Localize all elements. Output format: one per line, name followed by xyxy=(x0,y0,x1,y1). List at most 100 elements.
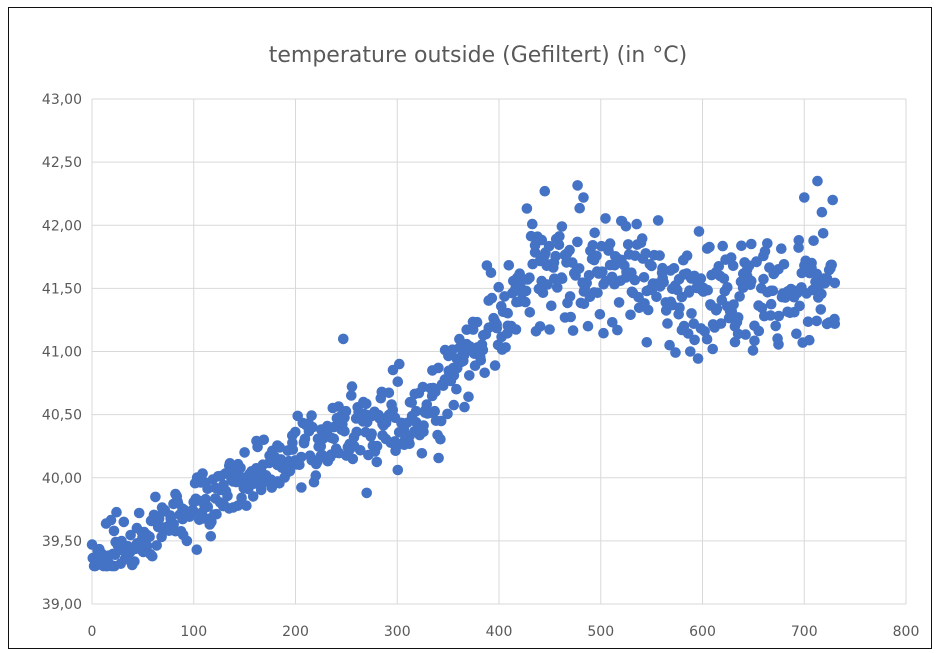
data-point xyxy=(296,482,307,493)
data-point xyxy=(573,263,585,274)
data-point xyxy=(704,241,715,253)
data-point xyxy=(141,540,153,552)
data-point xyxy=(346,381,358,392)
data-point xyxy=(815,304,827,315)
data-point xyxy=(572,236,583,248)
data-point xyxy=(600,213,611,224)
data-point xyxy=(711,303,723,314)
data-point xyxy=(756,302,768,314)
data-point xyxy=(740,329,751,340)
data-point xyxy=(392,464,404,476)
data-point xyxy=(477,344,489,356)
data-point xyxy=(544,324,555,335)
data-point xyxy=(826,259,837,271)
data-point xyxy=(713,261,725,272)
data-point xyxy=(418,426,429,438)
x-tick-label: 700 xyxy=(791,624,818,640)
data-point xyxy=(539,185,551,197)
data-point xyxy=(817,228,829,239)
data-point xyxy=(685,346,696,357)
data-point xyxy=(235,462,246,474)
data-point xyxy=(486,292,498,304)
data-point xyxy=(105,514,117,526)
data-point xyxy=(239,447,250,458)
data-point xyxy=(222,490,233,502)
x-tick-label: 200 xyxy=(282,624,309,640)
data-point xyxy=(702,284,713,296)
data-point xyxy=(746,275,757,287)
data-point xyxy=(287,444,299,455)
x-tick-label: 500 xyxy=(587,624,614,640)
data-point xyxy=(430,386,441,398)
y-tick-label: 39,00 xyxy=(42,597,82,613)
data-point xyxy=(241,500,252,512)
data-point xyxy=(416,448,428,459)
data-point xyxy=(433,362,444,374)
data-point xyxy=(520,296,531,308)
data-point xyxy=(681,250,693,261)
data-point xyxy=(338,333,349,345)
x-tick-label: 0 xyxy=(88,624,97,640)
y-tick-label: 40,50 xyxy=(42,408,82,424)
data-point xyxy=(550,250,561,262)
data-point xyxy=(464,370,475,381)
data-point xyxy=(274,442,286,453)
data-point xyxy=(556,221,568,232)
data-point xyxy=(347,453,359,465)
data-point xyxy=(433,452,444,464)
data-point xyxy=(794,300,805,312)
data-point xyxy=(773,310,785,322)
data-point xyxy=(812,175,823,187)
data-point xyxy=(429,405,441,417)
data-point xyxy=(258,434,270,446)
data-point xyxy=(765,298,777,310)
data-point xyxy=(527,218,538,230)
data-point xyxy=(306,410,317,421)
data-point xyxy=(607,317,618,328)
data-point xyxy=(520,285,532,297)
data-point xyxy=(556,273,568,285)
data-point xyxy=(471,316,483,328)
y-tick-label: 40,00 xyxy=(42,471,82,487)
data-point xyxy=(552,282,563,293)
data-point xyxy=(636,233,648,244)
data-point xyxy=(111,506,122,518)
data-point xyxy=(543,240,555,252)
data-point xyxy=(510,324,522,335)
data-point xyxy=(728,299,739,310)
data-point xyxy=(537,287,549,299)
data-point xyxy=(346,390,357,401)
data-point xyxy=(151,540,162,551)
data-point xyxy=(463,391,474,403)
tick-labels: 39,00 39,50 40,00 40,50 41,00 41,50 42,00 42,50… xyxy=(42,92,919,640)
data-point xyxy=(806,257,817,269)
data-point xyxy=(307,421,318,433)
data-point xyxy=(631,218,642,230)
y-tick-label: 41,00 xyxy=(42,345,82,361)
data-point xyxy=(762,238,773,249)
data-point xyxy=(578,298,590,310)
data-point xyxy=(668,263,680,274)
data-point xyxy=(133,507,145,519)
data-point xyxy=(778,259,790,270)
data-point xyxy=(524,307,536,318)
data-point xyxy=(715,318,727,329)
data-point xyxy=(147,550,158,562)
data-point xyxy=(693,226,705,237)
data-point xyxy=(448,399,460,411)
data-point xyxy=(529,247,541,258)
data-point xyxy=(594,309,606,320)
data-point xyxy=(479,367,491,379)
data-point xyxy=(802,316,814,328)
data-point xyxy=(188,505,199,517)
y-tick-label: 42,50 xyxy=(42,155,82,171)
data-point xyxy=(150,491,161,503)
data-point xyxy=(583,270,595,281)
data-point xyxy=(564,244,575,256)
data-point xyxy=(674,302,685,314)
data-point xyxy=(727,260,739,272)
data-point xyxy=(524,272,535,284)
data-point xyxy=(829,318,841,330)
data-point xyxy=(701,333,713,345)
data-point xyxy=(816,288,827,300)
